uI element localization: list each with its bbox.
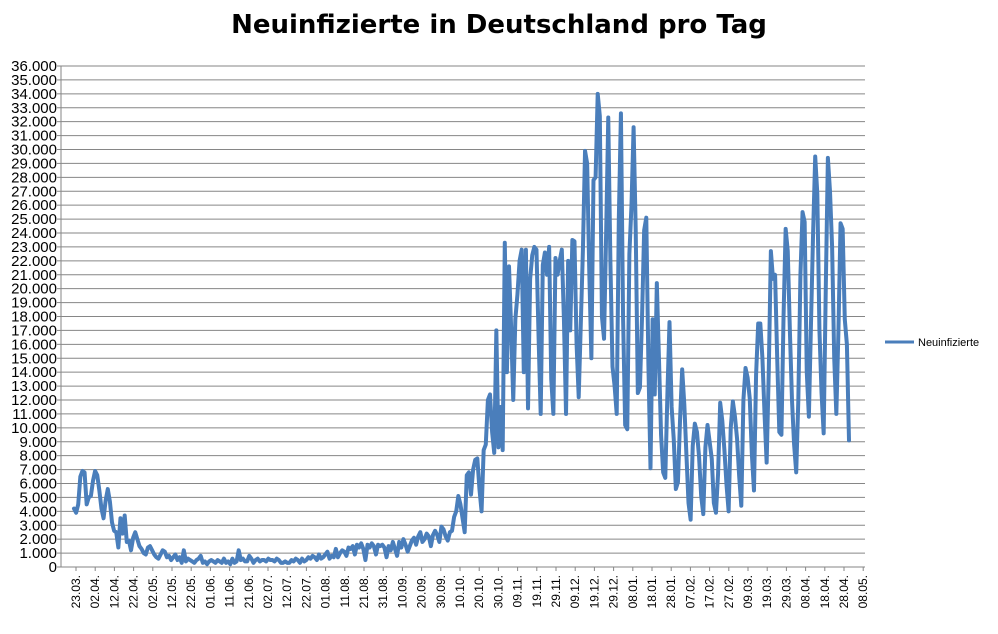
axes: [57, 65, 865, 571]
legend: Neuinfizierte: [885, 337, 979, 349]
y-tick-label: 35.000: [11, 72, 57, 89]
x-tick-label: 07.02.: [683, 575, 697, 608]
y-tick-label: 7.000: [19, 462, 57, 479]
y-tick-label: 26.000: [11, 197, 57, 214]
x-tick-label: 18.04.: [818, 575, 832, 608]
y-tick-label: 0: [49, 559, 57, 576]
x-tick-label: 28.01.: [664, 575, 678, 608]
x-tick-label: 28.04.: [837, 575, 851, 608]
x-tick-label: 30.10.: [491, 575, 505, 608]
x-tick-label: 10.10.: [453, 575, 467, 608]
x-tick-label: 21.08.: [357, 575, 371, 608]
y-tick-label: 1.000: [19, 545, 57, 562]
x-tick-label: 09.12.: [568, 575, 582, 608]
y-tick-label: 20.000: [11, 281, 57, 298]
x-tick-label: 19.12.: [587, 575, 601, 608]
y-tick-label: 19.000: [11, 295, 57, 312]
x-tick-label: 21.06.: [242, 575, 256, 608]
y-tick-label: 12.000: [11, 392, 57, 409]
y-tick-label: 8.000: [19, 448, 57, 465]
y-tick-label: 4.000: [19, 503, 57, 520]
y-tick-label: 33.000: [11, 100, 57, 117]
x-tick-label: 23.03.: [69, 575, 83, 608]
y-tick-label: 14.000: [11, 364, 57, 381]
y-tick-label: 31.000: [11, 128, 57, 145]
y-tick-labels: 01.0002.0003.0004.0005.0006.0007.0008.00…: [11, 58, 57, 576]
x-tick-label: 12.07.: [280, 575, 294, 608]
x-tick-labels: 23.03. 02.04. 12.04. 22.04. 02.05. 12.05. 22.0…: [69, 575, 870, 608]
x-tick-label: 11.06.: [223, 575, 237, 607]
x-tick-label: 22.05.: [184, 575, 198, 608]
y-tick-label: 10.000: [11, 420, 57, 437]
y-tick-label: 24.000: [11, 225, 57, 242]
x-tick-label: 01.08.: [319, 575, 333, 608]
x-tick-label: 30.09.: [434, 575, 448, 608]
y-tick-label: 22.000: [11, 253, 57, 270]
x-tick-label: 12.04.: [107, 575, 121, 608]
x-tick-label: 20.10.: [472, 575, 486, 608]
x-tick-label: 02.07.: [261, 575, 275, 608]
x-tick-label: 19.03.: [760, 575, 774, 608]
y-tick-label: 30.000: [11, 142, 57, 159]
y-tick-label: 6.000: [19, 476, 57, 493]
y-tick-label: 29.000: [11, 155, 57, 172]
x-tick-label: 29.03.: [779, 575, 793, 608]
y-tick-label: 21.000: [11, 267, 57, 284]
x-tick-label: 29.11.: [549, 575, 563, 607]
x-tick-label: 09.03.: [741, 575, 755, 608]
y-tick-label: 16.000: [11, 336, 57, 353]
x-tick-label: 02.04.: [88, 575, 102, 608]
series-layer: [72, 91, 851, 567]
y-tick-label: 13.000: [11, 378, 57, 395]
x-tick-label: 01.06.: [203, 575, 217, 608]
x-tick-label: 09.11.: [511, 575, 525, 607]
y-tick-label: 9.000: [19, 434, 57, 451]
x-tick-label: 27.02.: [722, 575, 736, 608]
x-tick-label: 11.08.: [338, 575, 352, 607]
y-tick-label: 27.000: [11, 183, 57, 200]
x-tick-label: 22.07.: [299, 575, 313, 608]
y-tick-label: 17.000: [11, 322, 57, 339]
x-tick-label: 22.04.: [127, 575, 141, 608]
x-tick-label: 29.12.: [607, 575, 621, 608]
y-tick-label: 2.000: [19, 531, 57, 548]
series-line-0: [72, 91, 851, 567]
x-tick-label: 20.09.: [415, 575, 429, 608]
y-tick-label: 32.000: [11, 114, 57, 131]
y-tick-label: 23.000: [11, 239, 57, 256]
y-tick-label: 15.000: [11, 350, 57, 367]
x-tick-label: 02.05.: [146, 575, 160, 608]
x-tick-label: 08.01.: [626, 575, 640, 608]
x-tick-label: 12.05.: [165, 575, 179, 608]
y-tick-label: 11.000: [12, 406, 57, 423]
y-tick-label: 28.000: [11, 169, 57, 186]
y-tick-label: 3.000: [19, 517, 57, 534]
x-tick-label: 18.01.: [645, 575, 659, 608]
x-tick-label: 08.05.: [856, 575, 870, 608]
grid-lines: [61, 65, 865, 554]
x-tick-label: 31.08.: [376, 575, 390, 608]
y-tick-label: 5.000: [19, 489, 57, 506]
y-tick-label: 34.000: [11, 86, 57, 103]
y-tick-label: 36.000: [11, 58, 57, 75]
x-tick-label: 08.04.: [799, 575, 813, 608]
y-tick-label: 18.000: [11, 309, 57, 326]
legend-label: Neuinfizierte: [918, 337, 979, 349]
x-tick-label: 17.02.: [703, 575, 717, 608]
y-tick-label: 25.000: [11, 211, 57, 228]
x-tick-label: 19.11.: [530, 575, 544, 607]
chart-title: Neuinfizierte in Deutschland pro Tag: [231, 10, 767, 40]
x-tick-label: 10.09.: [395, 575, 409, 608]
